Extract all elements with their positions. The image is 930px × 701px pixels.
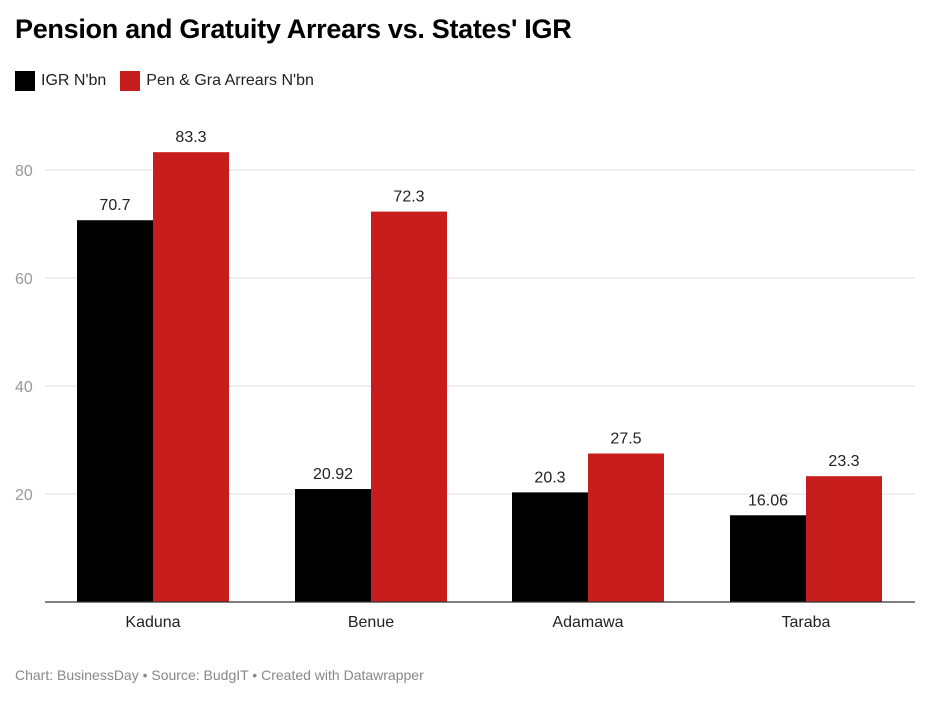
bar-igr bbox=[295, 489, 371, 602]
data-label: 27.5 bbox=[610, 431, 641, 448]
data-label: 20.92 bbox=[313, 466, 353, 483]
bar-arrears bbox=[588, 453, 664, 602]
footer-credits: Chart: BusinessDay • Source: BudgIT • Cr… bbox=[15, 667, 424, 683]
data-label: 23.3 bbox=[828, 453, 859, 470]
data-label: 20.3 bbox=[534, 469, 565, 486]
bar-arrears bbox=[153, 152, 229, 602]
data-label: 72.3 bbox=[393, 189, 424, 206]
legend-label-arrears: Pen & Gra Arrears N'bn bbox=[146, 72, 314, 89]
y-tick-label: 20 bbox=[15, 487, 33, 504]
data-label: 83.3 bbox=[175, 129, 206, 146]
legend-swatch-igr bbox=[15, 71, 35, 91]
data-label: 16.06 bbox=[748, 492, 788, 509]
bar-igr bbox=[512, 492, 588, 602]
data-label: 70.7 bbox=[99, 197, 130, 214]
y-tick-label: 60 bbox=[15, 271, 33, 288]
legend-swatch-arrears bbox=[120, 71, 141, 91]
bar-igr bbox=[730, 515, 806, 602]
x-tick-label: Benue bbox=[348, 614, 394, 631]
legend-label-igr: IGR N'bn bbox=[41, 72, 107, 89]
chart-title: Pension and Gratuity Arrears vs. States'… bbox=[15, 14, 572, 44]
legend-item-igr: IGR N'bn bbox=[15, 71, 106, 91]
bar-arrears bbox=[806, 476, 882, 602]
bar-igr bbox=[77, 220, 153, 602]
bar-arrears bbox=[371, 211, 447, 602]
x-tick-label: Taraba bbox=[782, 614, 831, 631]
legend-item-arrears: Pen & Gra Arrears N'bn bbox=[120, 71, 314, 91]
legend: IGR N'bn Pen & Gra Arrears N'bn bbox=[15, 71, 328, 91]
x-tick-label: Adamawa bbox=[552, 614, 623, 631]
x-tick-label: Kaduna bbox=[125, 614, 180, 631]
y-tick-label: 40 bbox=[15, 379, 33, 396]
y-tick-label: 80 bbox=[15, 163, 33, 180]
